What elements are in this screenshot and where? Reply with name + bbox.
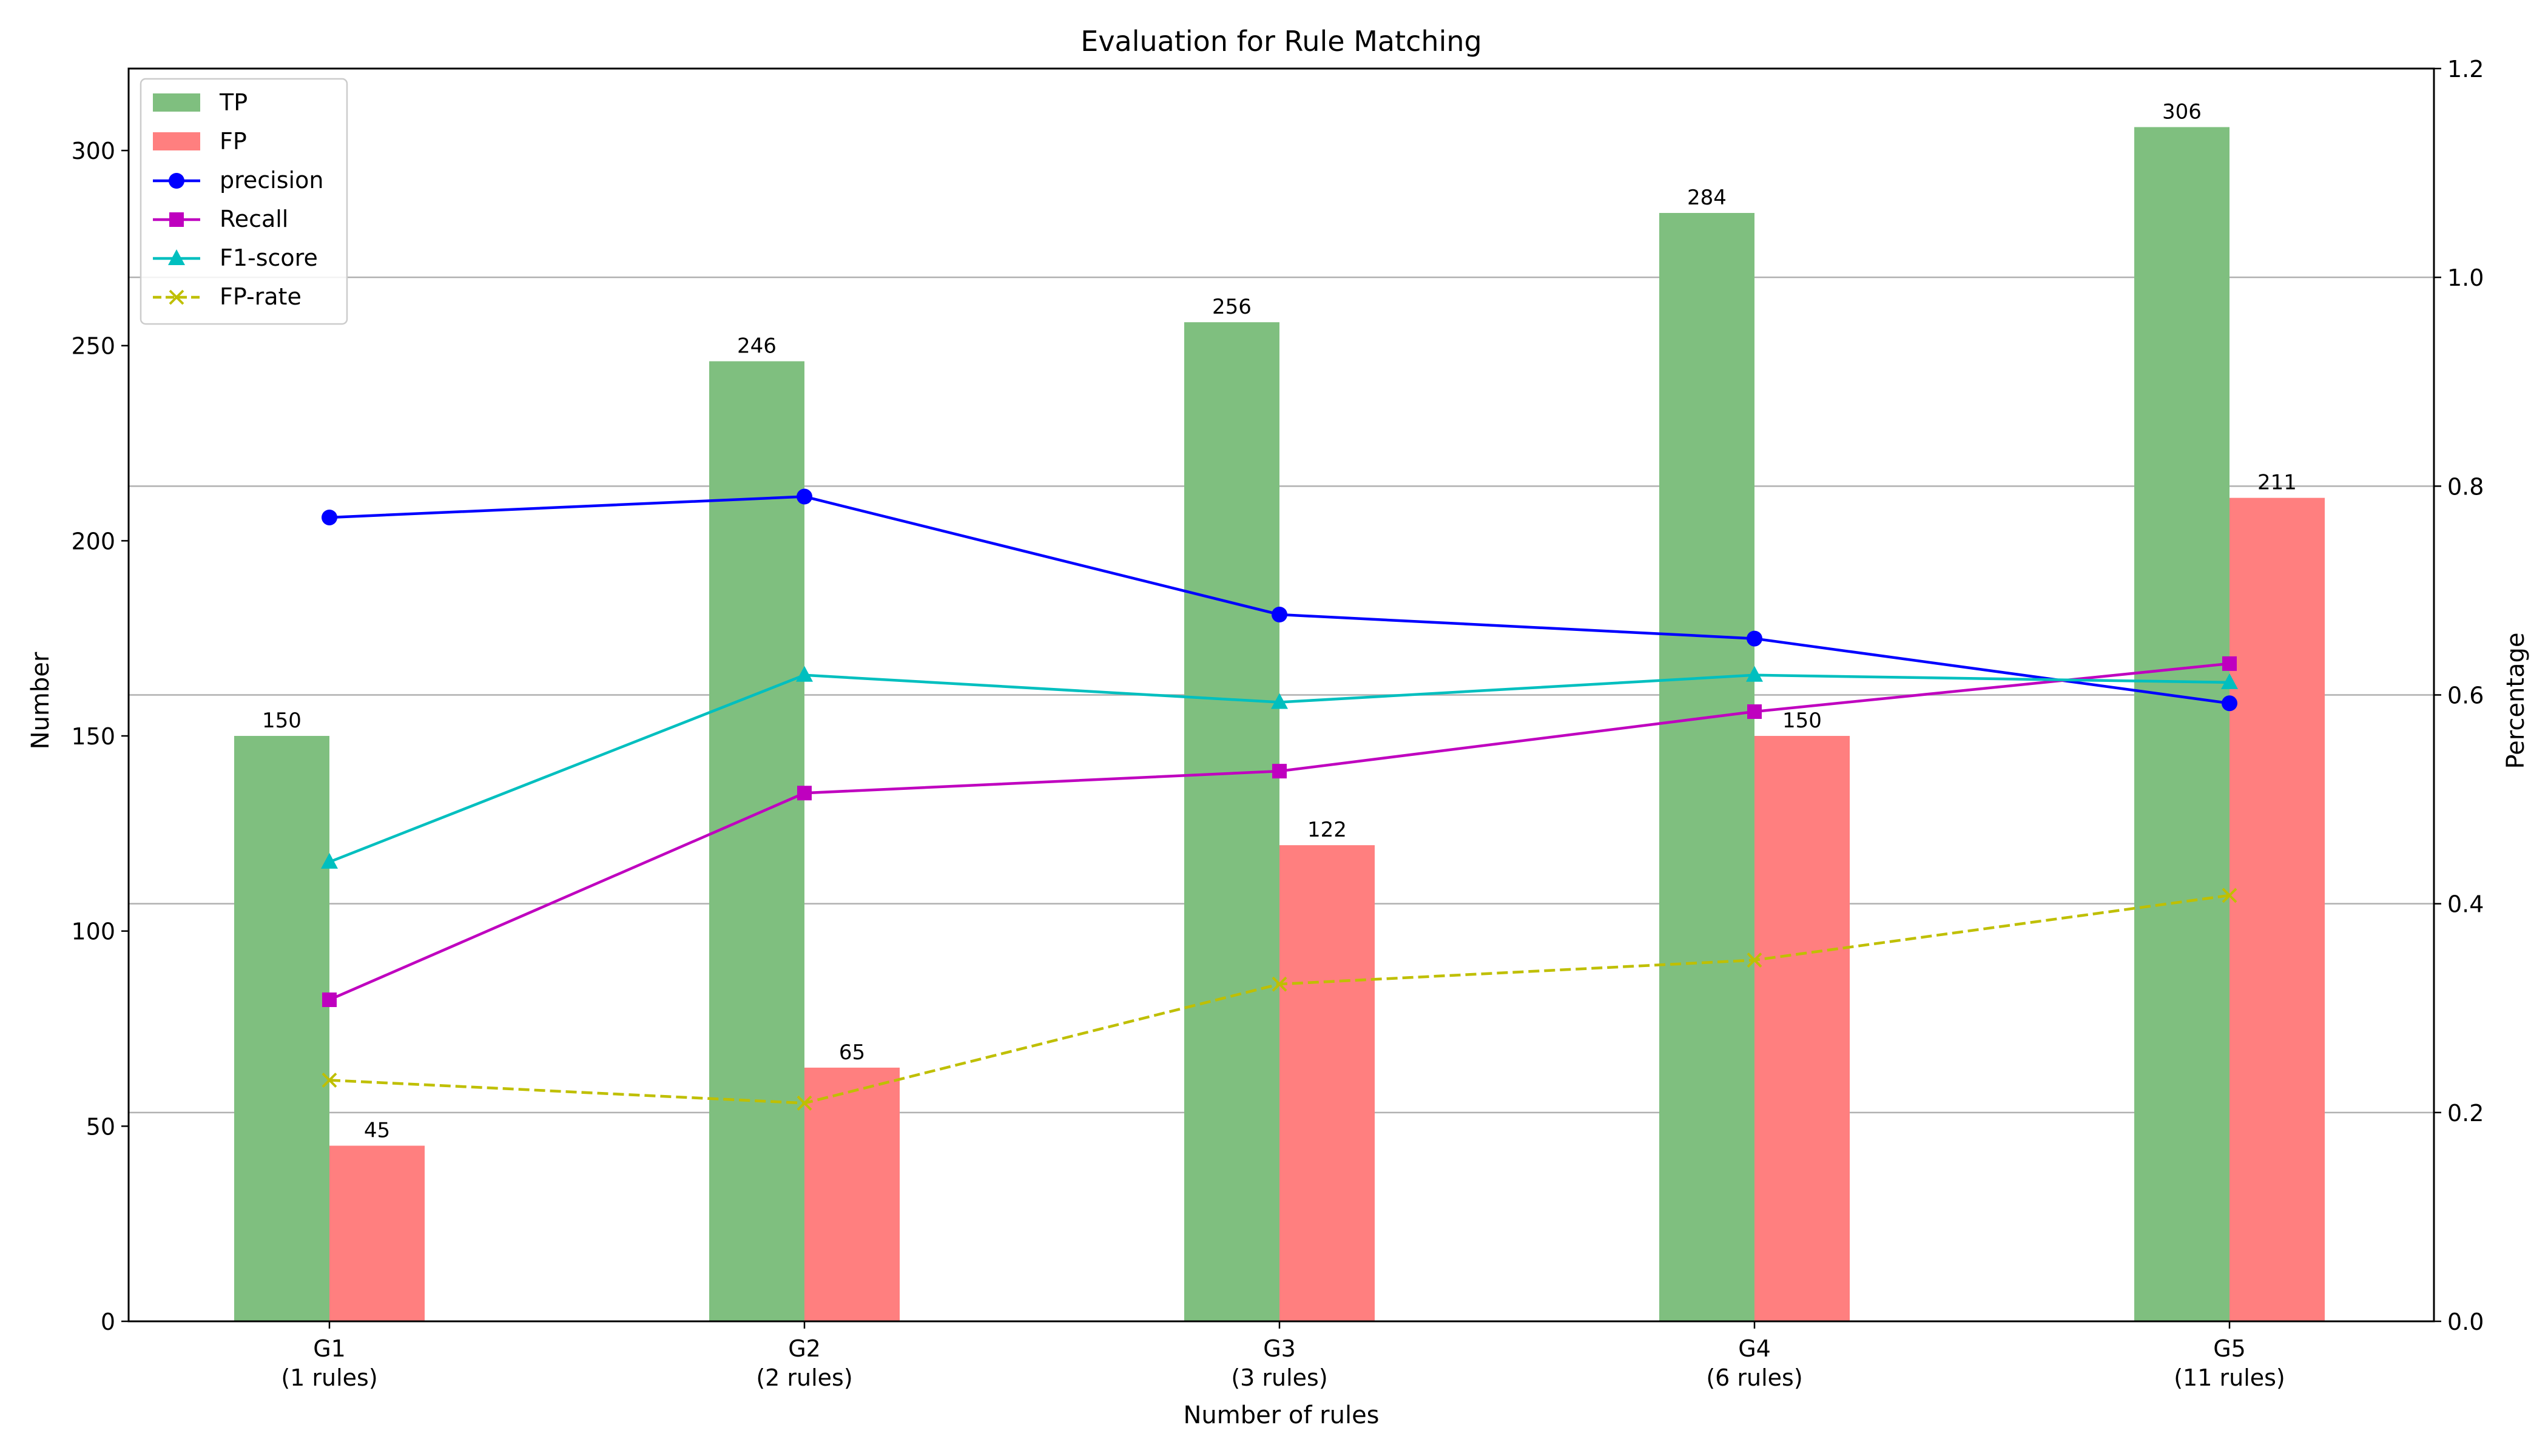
y2-tick-label: 0.0 [2447, 1309, 2484, 1335]
point-recall [1747, 704, 1762, 720]
bar-value-label: 306 [2162, 99, 2202, 124]
bar-value-label: 122 [1307, 818, 1347, 842]
bar-value-label: 284 [1687, 186, 1727, 210]
bar-tp [709, 361, 804, 1322]
legend-label: FP [220, 128, 247, 155]
bar-fp [1754, 736, 1850, 1321]
x-tick-label: G3 [1263, 1335, 1296, 1362]
legend-swatch-fp [153, 132, 200, 150]
point-recall [797, 786, 812, 801]
point-fp-rate [2222, 888, 2237, 903]
y-tick-label: 50 [86, 1113, 115, 1140]
bar-fp [1279, 845, 1375, 1321]
marker-stroke [322, 1073, 337, 1088]
x-tick-sublabel: (6 rules) [1706, 1364, 1802, 1391]
bar-value-label: 45 [364, 1119, 390, 1143]
y2-tick-label: 1.0 [2447, 265, 2484, 291]
x-tick-label: G5 [2213, 1335, 2246, 1362]
point-f1-score [1746, 666, 1763, 682]
chart-title: Evaluation for Rule Matching [1080, 25, 1481, 58]
y-tick-label: 250 [71, 333, 115, 360]
bar-value-label: 150 [262, 709, 302, 733]
legend-label: F1-score [220, 244, 318, 271]
y-tick-label: 300 [71, 138, 115, 164]
point-recall [2222, 656, 2237, 671]
legend-marker-recall [169, 212, 184, 227]
point-f1-score [796, 666, 813, 682]
marker-stroke [169, 289, 184, 305]
y2-axis-label: Percentage [2502, 632, 2530, 769]
point-precision [1747, 630, 1762, 647]
legend-label: Recall [220, 206, 288, 232]
x-tick-label: G4 [1738, 1335, 1771, 1362]
x-tick-sublabel: (11 rules) [2174, 1364, 2285, 1391]
point-precision [1272, 606, 1287, 622]
bar-value-label: 211 [2257, 471, 2297, 495]
bar-value-label: 256 [1212, 295, 1252, 319]
x-tick-sublabel: (1 rules) [281, 1364, 377, 1391]
point-precision [322, 509, 337, 525]
point-f1-score [321, 852, 338, 869]
y-tick-label: 100 [71, 918, 115, 945]
point-recall [322, 992, 337, 1007]
bar-tp [234, 736, 329, 1321]
bar-value-label: 246 [737, 334, 777, 358]
legend-marker-f1-score [168, 249, 185, 265]
point-f1-score [1271, 693, 1288, 709]
x-tick-label: G2 [788, 1335, 821, 1362]
bar-tp [1184, 322, 1279, 1321]
marker-stroke [797, 1095, 812, 1111]
point-precision [797, 488, 812, 505]
point-fp-rate [1272, 976, 1287, 992]
marker-stroke [1272, 976, 1287, 992]
marker-stroke [2222, 888, 2237, 903]
bar-value-label: 150 [1782, 709, 1822, 733]
point-fp-rate [1747, 952, 1762, 968]
y-tick-label: 150 [71, 723, 115, 750]
point-recall [1272, 764, 1287, 779]
axis-layer: 0 50 100 150 200 250 300 0.0 0.2 0.4 0.6 0.8 1.0 1.2 G… [71, 56, 2484, 1391]
y-tick-label: 200 [71, 528, 115, 554]
legend: TP FP precision Recall F1-score FP-rate [140, 78, 348, 325]
y-axis-label: Number [27, 652, 55, 749]
bar-layer: 150 246 256 284 306 45 65 122 150 211 [234, 99, 2325, 1322]
y2-tick-label: 0.8 [2447, 473, 2484, 500]
point-fp-rate [322, 1073, 337, 1088]
point-precision [2222, 695, 2237, 712]
x-tick-label: G1 [313, 1335, 346, 1362]
legend-label: TP [219, 89, 248, 116]
y2-tick-label: 1.2 [2447, 56, 2484, 83]
marker-stroke [1747, 952, 1762, 968]
point-fp-rate [797, 1095, 812, 1111]
bar-tp [2134, 127, 2230, 1321]
y2-tick-label: 0.6 [2447, 682, 2484, 709]
y2-tick-label: 0.4 [2447, 891, 2484, 918]
legend-marker-precision [169, 173, 184, 189]
legend-label: precision [220, 167, 323, 194]
y-tick-label: 0 [101, 1309, 115, 1335]
bar-tp [1659, 213, 1754, 1321]
legend-swatch-tp [153, 93, 200, 112]
legend-label: FP-rate [220, 283, 302, 310]
point-f1-score [2221, 673, 2238, 689]
bar-fp [804, 1067, 900, 1321]
y2-tick-label: 0.2 [2447, 1100, 2484, 1127]
bar-fp [2230, 497, 2325, 1322]
bar-value-label: 65 [839, 1040, 865, 1065]
x-tick-sublabel: (3 rules) [1231, 1364, 1327, 1391]
legend-marker-fp-rate [169, 289, 184, 305]
line-layer [321, 488, 2238, 1111]
x-tick-sublabel: (2 rules) [756, 1364, 852, 1391]
x-axis-label: Number of rules [1183, 1401, 1379, 1429]
bar-fp [329, 1145, 425, 1321]
